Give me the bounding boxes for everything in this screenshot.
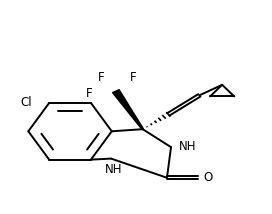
Text: F: F (130, 71, 137, 84)
Text: F: F (98, 71, 104, 84)
Text: NH: NH (105, 163, 123, 176)
Polygon shape (113, 90, 143, 129)
Text: NH: NH (179, 140, 197, 153)
Text: O: O (204, 171, 213, 184)
Text: Cl: Cl (21, 97, 32, 109)
Text: F: F (86, 87, 93, 100)
